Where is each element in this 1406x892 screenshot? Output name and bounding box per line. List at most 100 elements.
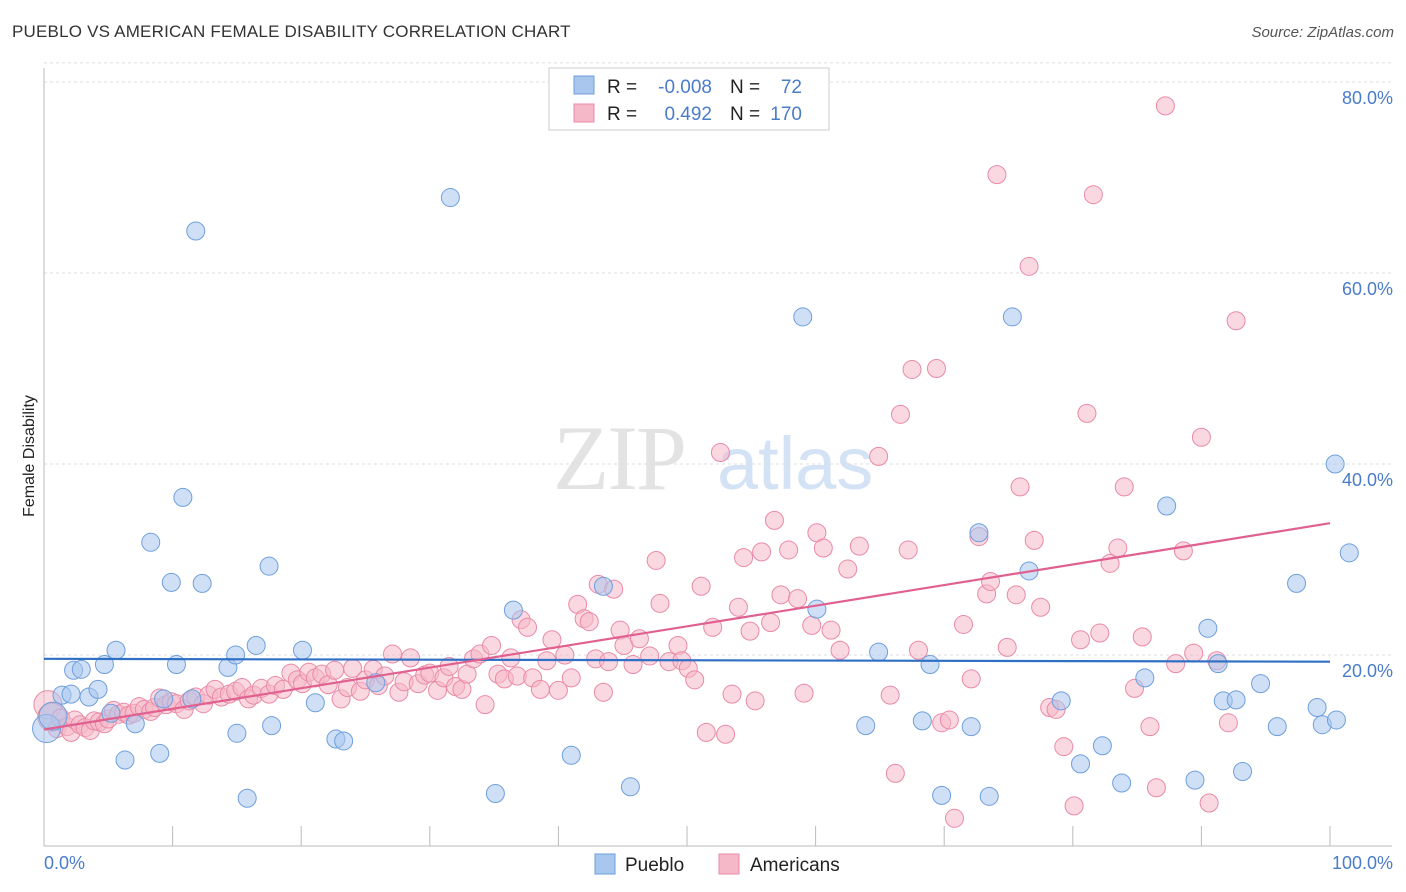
americans-point [838, 559, 858, 579]
americans-point [1077, 403, 1097, 423]
americans-point [555, 645, 575, 665]
pueblo-point [979, 786, 999, 806]
americans-point [1199, 793, 1219, 813]
bottom-legend-swatch-pueblo [594, 853, 616, 875]
americans-point [944, 808, 964, 828]
pueblo-point [366, 673, 386, 693]
americans-point [1071, 630, 1091, 650]
pueblo-point [620, 777, 640, 797]
pueblo-point [503, 600, 523, 620]
pueblo-point [1326, 710, 1346, 730]
pueblo-point [1092, 736, 1112, 756]
pueblo-point [259, 556, 279, 576]
pueblo-point [38, 701, 68, 731]
americans-point [764, 510, 784, 530]
pueblo-point [593, 576, 613, 596]
pueblo-point [141, 532, 161, 552]
watermark-zip: ZIP [553, 407, 685, 509]
americans-point [1114, 477, 1134, 497]
americans-point [691, 576, 711, 596]
pueblo-point [1185, 770, 1205, 790]
pueblo-point [440, 188, 460, 208]
bottom-legend-label-americans: Americans [750, 855, 840, 876]
americans-point [716, 724, 736, 744]
pueblo-point [106, 640, 126, 660]
americans-point [740, 621, 760, 641]
pueblo-points [32, 188, 1359, 808]
americans-point [926, 359, 946, 378]
americans-point [530, 679, 550, 699]
y-tick-label: 20.0% [1342, 661, 1393, 681]
series-legend: Pueblo Americans [594, 853, 840, 876]
legend-swatch-americans [573, 103, 595, 123]
americans-point [745, 691, 765, 711]
americans-point [1226, 311, 1246, 331]
pueblo-trend-line [43, 657, 1331, 663]
americans-point [593, 682, 613, 702]
pueblo-point [1002, 307, 1022, 327]
americans-point [902, 359, 922, 379]
y-tick-label: 40.0% [1342, 470, 1393, 490]
legend-n-label-2: N = [730, 104, 760, 125]
pueblo-point [88, 679, 108, 699]
legend-r-value-2: 0.492 [664, 104, 712, 125]
americans-point [599, 652, 619, 672]
legend-swatch-pueblo [573, 75, 595, 95]
americans-point [650, 593, 670, 613]
pueblo-point [226, 645, 246, 665]
americans-point [1191, 427, 1211, 447]
correlation-legend: R = -0.008 N = 72 R = 0.492 N = 170 [548, 67, 830, 131]
americans-point [548, 680, 568, 700]
americans-point [685, 670, 705, 690]
pueblo-point [1226, 690, 1246, 710]
americans-point [880, 685, 900, 705]
americans-point [869, 446, 889, 466]
pueblo-point [1112, 773, 1132, 793]
pueblo-point [154, 689, 174, 709]
trend-lines [43, 522, 1331, 731]
americans-point [475, 695, 495, 715]
pueblo-point [237, 788, 257, 808]
americans-point [1031, 597, 1051, 617]
pueblo-point [961, 717, 981, 737]
americans-point [1010, 477, 1030, 497]
legend-n-value-2: 170 [770, 104, 802, 125]
americans-point [849, 536, 869, 556]
americans-point [779, 540, 799, 560]
americans-point [953, 614, 973, 634]
pueblo-point [1325, 454, 1345, 474]
americans-point [401, 648, 421, 668]
pueblo-point [1071, 754, 1091, 774]
americans-point [1166, 654, 1186, 674]
americans-point [980, 571, 1000, 591]
pueblo-point [561, 745, 581, 765]
y-tick-label: 60.0% [1342, 279, 1393, 299]
americans-point [997, 637, 1017, 657]
americans-point [1108, 538, 1128, 558]
americans-point [908, 640, 928, 660]
pueblo-point [1251, 674, 1271, 694]
pueblo-point [1307, 698, 1327, 718]
pueblo-point [920, 655, 940, 675]
americans-point [821, 620, 841, 640]
americans-point [734, 548, 754, 568]
pueblo-point [969, 523, 989, 543]
pueblo-point [1157, 496, 1177, 516]
americans-point [788, 589, 808, 609]
americans-point [939, 710, 959, 730]
americans-point [1024, 530, 1044, 550]
pueblo-point [334, 731, 354, 751]
pueblo-point [1208, 654, 1228, 674]
americans-point [1155, 96, 1175, 116]
x-tick-labels: 0.0% 100.0% [44, 853, 1393, 873]
y-axis-label: Female Disability [21, 395, 38, 517]
chart-source: Source: ZipAtlas.com [1251, 24, 1394, 41]
pueblo-point [71, 659, 91, 679]
americans-point [890, 404, 910, 424]
americans-point [1146, 778, 1166, 798]
legend-r-label-2: R = [607, 104, 637, 125]
americans-point [813, 538, 833, 558]
americans-point [1083, 185, 1103, 205]
americans-point [961, 669, 981, 689]
